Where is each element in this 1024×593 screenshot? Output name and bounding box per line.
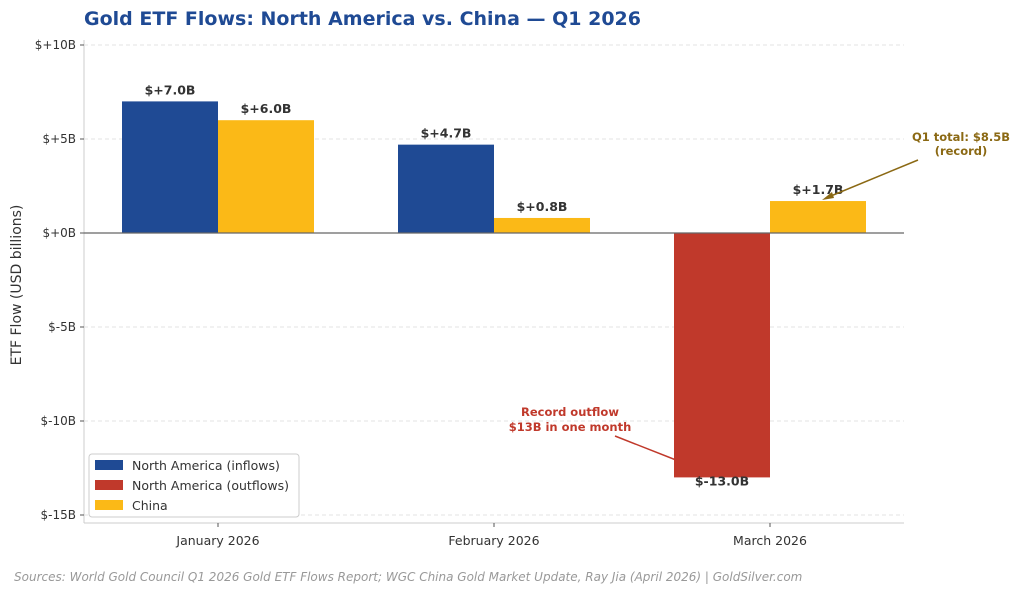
legend-swatch <box>95 460 123 470</box>
annotation-outflow-line2: $13B in one month <box>509 420 632 434</box>
y-tick-label: $+10B <box>35 38 76 52</box>
bar-north-america <box>398 144 494 233</box>
bar-china <box>218 120 314 233</box>
annotation-q1-arrow <box>825 159 919 199</box>
y-tick-label: $+0B <box>42 226 76 240</box>
x-tick-label: March 2026 <box>733 533 807 548</box>
bar-china <box>770 201 866 233</box>
bar-north-america <box>674 233 770 478</box>
x-tick-label: January 2026 <box>175 533 259 548</box>
legend-label: North America (inflows) <box>132 458 280 473</box>
annotation-q1-line2: (record) <box>935 144 988 158</box>
y-tick-label: $-5B <box>48 320 76 334</box>
bar-north-america <box>122 101 218 234</box>
source-note: Sources: World Gold Council Q1 2026 Gold… <box>14 570 802 584</box>
y-tick-label: $-15B <box>41 508 76 522</box>
x-tick-label: February 2026 <box>448 533 539 548</box>
data-label: $-13.0B <box>695 473 749 488</box>
legend-box <box>88 453 300 518</box>
legend-swatch <box>95 480 123 490</box>
legend-label: North America (outflows) <box>132 478 289 493</box>
data-label: $+1.7B <box>793 182 844 197</box>
chart-title: Gold ETF Flows: North America vs. China … <box>84 8 641 30</box>
legend-label: China <box>132 498 168 513</box>
data-label: $+7.0B <box>145 82 196 97</box>
y-tick-label: $-10B <box>41 414 76 428</box>
annotation-q1-line1: Q1 total: $8.5B <box>912 130 1010 144</box>
annotation-outflow-line1: Record outflow <box>521 405 619 419</box>
y-tick-label: $+5B <box>42 132 76 146</box>
data-label: $+6.0B <box>241 101 292 116</box>
bar-china <box>494 217 590 233</box>
arrowhead-icon <box>822 192 834 200</box>
data-label: $+0.8B <box>517 199 568 214</box>
annotation-outflow-arrow <box>614 435 677 461</box>
legend-swatch <box>95 500 123 510</box>
y-axis-label: ETF Flow (USD billions) <box>9 205 25 366</box>
data-label: $+4.7B <box>421 126 472 141</box>
